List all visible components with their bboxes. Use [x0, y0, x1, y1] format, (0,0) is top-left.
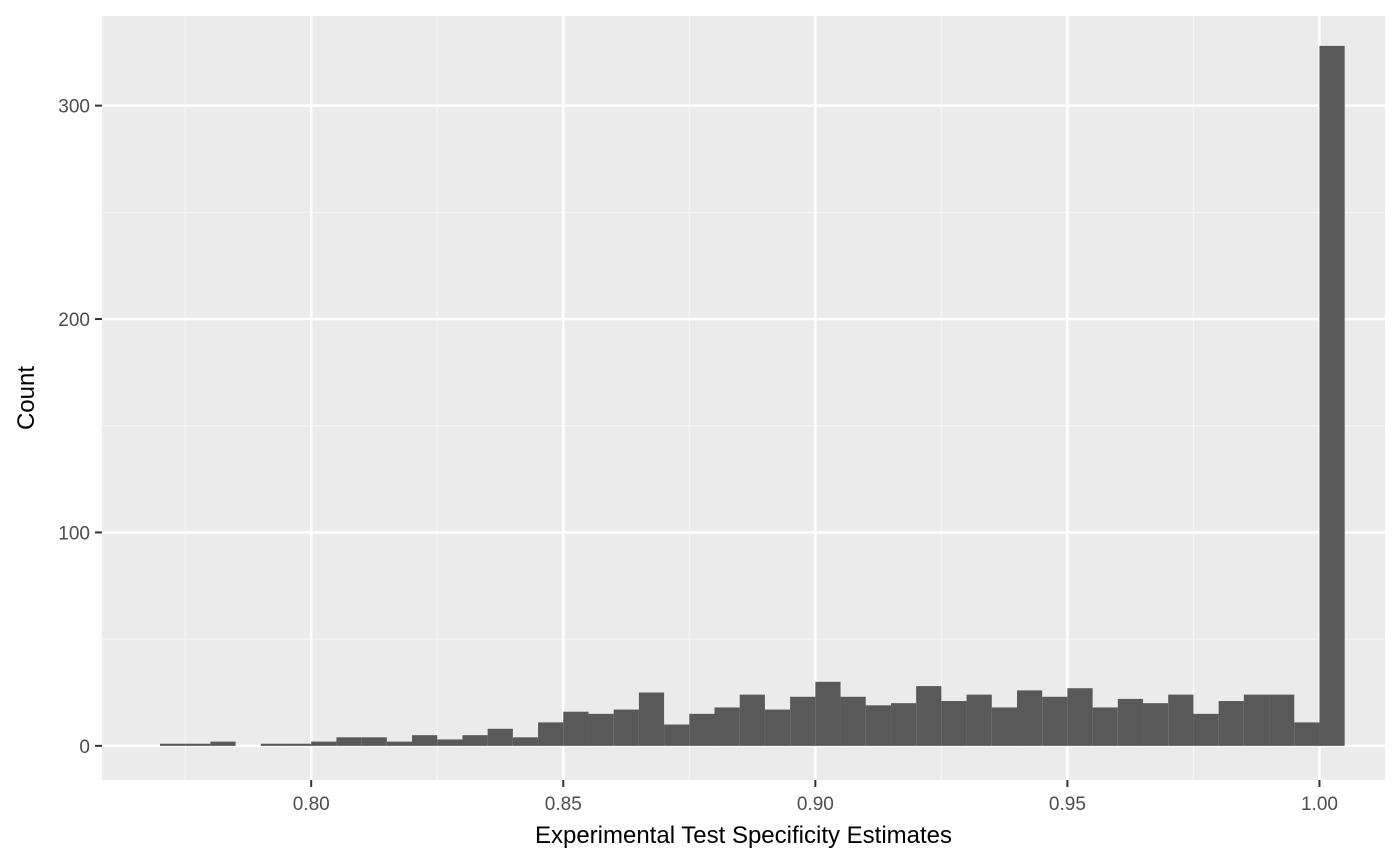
histogram-bar	[361, 737, 387, 746]
histogram-bar	[991, 707, 1017, 746]
histogram-bars	[159, 45, 1345, 746]
histogram-bar	[815, 681, 841, 746]
histogram-bar	[613, 709, 639, 746]
histogram-bar	[1143, 703, 1169, 746]
x-tick-label: 0.95	[1049, 794, 1086, 815]
histogram-bar	[563, 711, 589, 746]
x-tick-label: 0.90	[797, 794, 834, 815]
histogram-bar	[840, 696, 866, 746]
x-axis-title: Experimental Test Specificity Estimates	[535, 822, 952, 849]
y-axis-title: Count	[13, 366, 40, 430]
histogram-bar	[1117, 698, 1144, 746]
histogram-bar	[210, 741, 236, 746]
y-tick-label: 200	[58, 310, 90, 331]
histogram-bar	[412, 735, 438, 746]
plot-panel	[102, 16, 1385, 780]
histogram-bar	[185, 743, 211, 746]
minor-grid	[102, 16, 1385, 780]
histogram-bar	[1218, 701, 1244, 746]
histogram-bar	[764, 709, 791, 746]
histogram-bar	[689, 713, 715, 746]
y-tick-label: 100	[58, 523, 90, 544]
x-tick-label: 0.80	[293, 794, 330, 815]
histogram-bar	[311, 741, 337, 746]
histogram-bar	[638, 692, 665, 746]
y-axis: 0 100 200 300	[58, 97, 102, 758]
histogram-bar	[865, 705, 891, 746]
y-tick-label: 300	[58, 97, 90, 118]
histogram-bar	[966, 694, 992, 746]
y-tick-label: 0	[79, 737, 90, 758]
histogram-bar	[1042, 696, 1068, 746]
histogram-bar	[1016, 690, 1043, 746]
histogram-bar	[1193, 713, 1219, 746]
histogram-bar	[512, 737, 539, 746]
histogram-bar	[1067, 688, 1093, 746]
histogram-bar	[714, 707, 740, 746]
histogram-bar	[1269, 694, 1295, 746]
histogram-bar	[790, 696, 816, 746]
histogram-bar	[588, 713, 614, 746]
histogram-bar	[890, 703, 917, 746]
histogram-bar	[462, 735, 488, 746]
histogram-bar	[286, 743, 312, 746]
x-axis: 0.80 0.85 0.90 0.95 1.00	[293, 780, 1338, 815]
histogram-bar	[538, 722, 564, 746]
histogram-bar	[941, 701, 967, 746]
histogram-bar	[916, 686, 942, 746]
histogram-bar	[1168, 694, 1194, 746]
x-tick-label: 0.85	[545, 794, 582, 815]
histogram-bar	[260, 743, 287, 746]
histogram-bar	[386, 741, 413, 746]
histogram-bar	[437, 739, 463, 746]
histogram-bar	[487, 728, 513, 746]
histogram-bar	[1319, 45, 1345, 746]
histogram-bar	[1243, 694, 1270, 746]
histogram-bar	[1294, 722, 1320, 746]
histogram-bar	[739, 694, 765, 746]
histogram-bar	[159, 743, 186, 746]
x-tick-label: 1.00	[1301, 794, 1338, 815]
histogram-bar	[336, 737, 362, 746]
histogram-bar	[1092, 707, 1118, 746]
histogram-bar	[664, 724, 690, 746]
